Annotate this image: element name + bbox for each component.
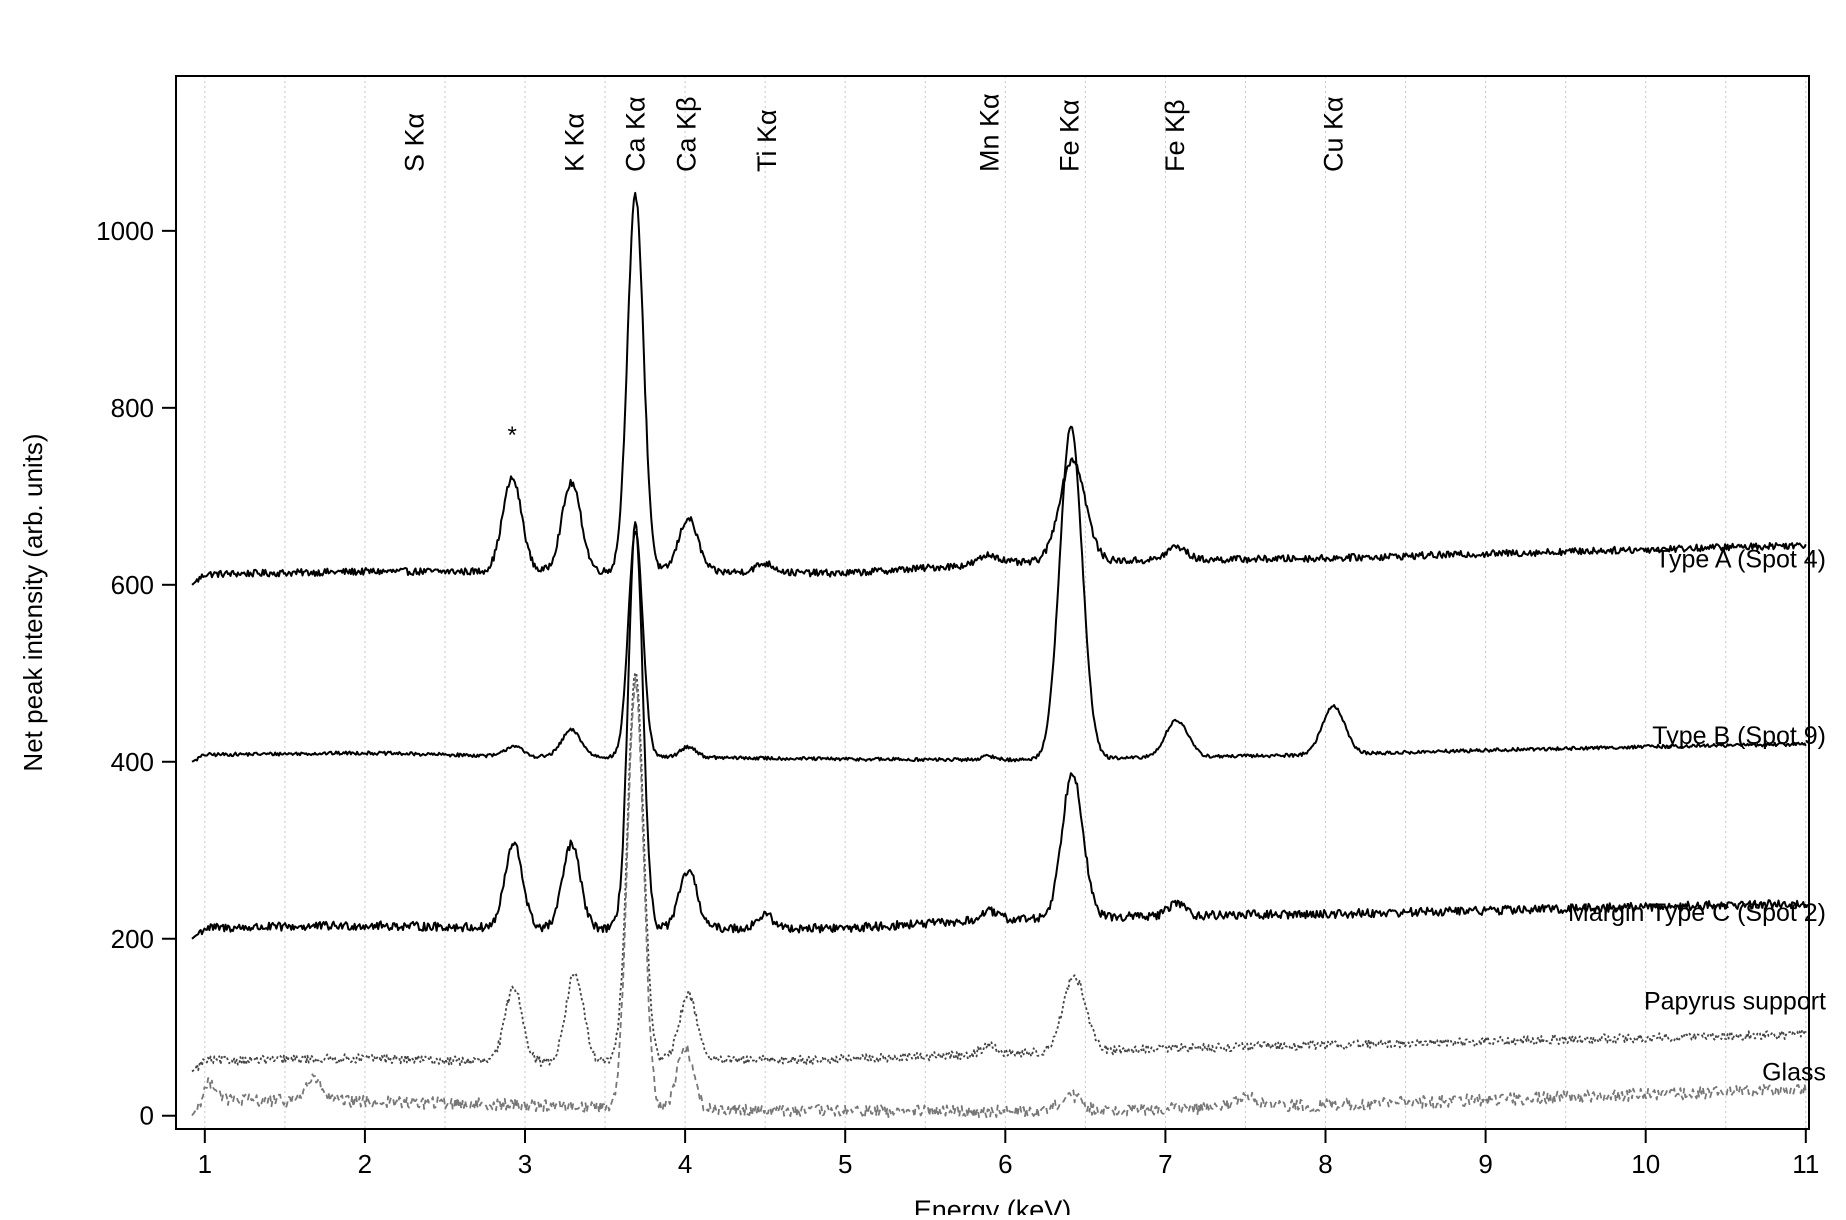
series-traces	[191, 191, 1807, 1119]
element-label-cu-k: Cu Kα	[1319, 96, 1349, 172]
y-tick-label: 200	[111, 924, 154, 954]
y-tick-label: 800	[111, 393, 154, 423]
annotation-asterisk: *	[508, 422, 517, 449]
series-label: Margin Type C (Spot 2)	[1568, 899, 1826, 927]
element-label-ca-k: Ca Kα	[620, 96, 650, 172]
series-label: Glass	[1762, 1058, 1826, 1086]
x-tick-label: 10	[1631, 1149, 1660, 1179]
element-label-ca-k: Ca Kβ	[672, 96, 702, 172]
series-label: Papyrus support	[1644, 988, 1826, 1016]
element-label-k-k: K Kα	[560, 113, 590, 172]
x-axis-title: Energy (keV)	[914, 1195, 1072, 1215]
x-tick-label: 11	[1792, 1149, 1819, 1179]
element-label-fe-k: Fe Kα	[1054, 99, 1084, 172]
series-label: Type B (Spot 9)	[1652, 722, 1826, 750]
y-axis-title: Net peak intensity (arb. units)	[18, 433, 48, 771]
series-label: Type A (Spot 4)	[1655, 545, 1826, 573]
axes	[162, 75, 1810, 1143]
x-tick-label: 8	[1318, 1149, 1332, 1179]
series-line-papyrus-support	[191, 672, 1807, 1073]
series-line-glass	[191, 676, 1807, 1119]
series-line-type-a-spot-4	[191, 191, 1807, 586]
x-tick-label: 6	[998, 1149, 1012, 1179]
y-tick-label: 0	[140, 1101, 154, 1131]
x-tick-label: 4	[678, 1149, 692, 1179]
element-label-fe-k: Fe Kβ	[1160, 99, 1190, 172]
x-tick-label: 2	[358, 1149, 372, 1179]
x-tick-label: 5	[838, 1149, 852, 1179]
x-tick-label: 3	[518, 1149, 532, 1179]
plot-frame	[175, 75, 1810, 1130]
labels: Type A (Spot 4) Type B (Spot 9) Margin Typ…	[18, 93, 1826, 1220]
grid-lines	[204, 76, 1807, 1129]
series-line-margin-type-c-spot-2	[191, 521, 1807, 940]
x-tick-label: 1	[198, 1149, 212, 1179]
x-tick-label: 7	[1158, 1149, 1172, 1179]
element-label-ti-k: Ti Kα	[752, 109, 782, 172]
x-tick-label: 9	[1478, 1149, 1492, 1179]
element-label-s-k: S Kα	[400, 113, 430, 172]
element-label-mn-k: Mn Kα	[974, 93, 1004, 172]
y-tick-label: 600	[111, 570, 154, 600]
y-tick-label: 1000	[96, 216, 154, 246]
series-line-type-b-spot-9	[191, 425, 1807, 763]
y-tick-label: 400	[111, 747, 154, 777]
